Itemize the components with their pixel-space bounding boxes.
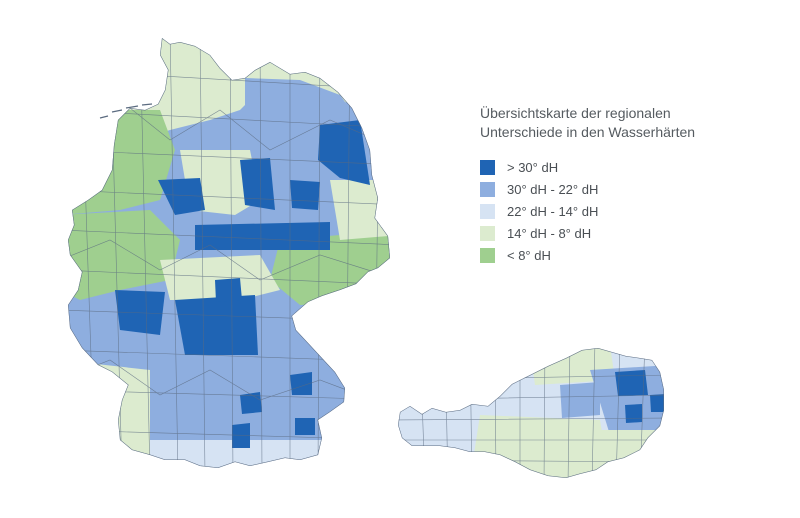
legend-swatch-30-22 [480, 181, 495, 197]
hardness-zone-11 [290, 372, 312, 395]
legend-title-line1: Übersichtskarte der regionalen [480, 105, 671, 121]
hardness-zone-8 [215, 278, 242, 302]
legend-swatch-gt30 [480, 159, 495, 175]
austria-mid-blue [560, 382, 600, 418]
east-light [330, 180, 390, 240]
hardness-zone-5 [195, 222, 330, 250]
hardness-zone-12 [295, 418, 315, 435]
germany-outline [68, 38, 390, 468]
legend-swatch-14-8 [480, 225, 495, 241]
legend-item-30-22: 30° dH - 22° dH [480, 178, 780, 200]
central-light-blue [160, 255, 280, 300]
west-green [68, 210, 180, 300]
legend-item-lt8: < 8° dH [480, 244, 780, 266]
austria-south-green [600, 430, 664, 478]
austria-zone-south [625, 404, 642, 423]
legend-title-line2: Unterschiede in den Wasserhärten [480, 124, 696, 140]
germany-map [68, 38, 390, 468]
map-legend: Übersichtskarte der regionalen Unterschi… [480, 104, 780, 266]
north-sea-islands [99, 103, 153, 119]
austria-zone-east [650, 394, 664, 412]
hardness-zone-2 [240, 158, 275, 210]
hardness-zone-7 [175, 295, 258, 355]
legend-item-14-8: 14° dH - 8° dH [480, 222, 780, 244]
legend-item-gt30: > 30° dH [480, 156, 780, 178]
legend-swatch-lt8 [480, 247, 495, 263]
austria-outline [398, 348, 664, 478]
austria-district-lines [398, 348, 664, 478]
southwest-light [68, 360, 150, 468]
legend-label-22-14: 22° dH - 14° dH [507, 203, 599, 219]
hardness-zone-1 [158, 178, 205, 215]
legend-label-14-8: 14° dH - 8° dH [507, 225, 592, 241]
legend-label-lt8: < 8° dH [507, 247, 551, 263]
hardness-zone-9 [240, 392, 262, 414]
hardness-zone-6 [115, 290, 165, 335]
hardness-zone-3 [290, 180, 320, 210]
legend-swatch-22-14 [480, 203, 495, 219]
austria-map [398, 348, 664, 478]
legend-label-gt30: > 30° dH [507, 159, 559, 175]
austria-zone-vienna [615, 370, 648, 396]
austria-center-green [470, 415, 610, 478]
legend-list: > 30° dH 30° dH - 22° dH 22° dH - 14° dH… [480, 156, 780, 266]
hardness-zone-4 [318, 120, 370, 185]
legend-item-22-14: 22° dH - 14° dH [480, 200, 780, 222]
legend-label-30-22: 30° dH - 22° dH [507, 181, 599, 197]
austria-east-blue [590, 365, 664, 435]
